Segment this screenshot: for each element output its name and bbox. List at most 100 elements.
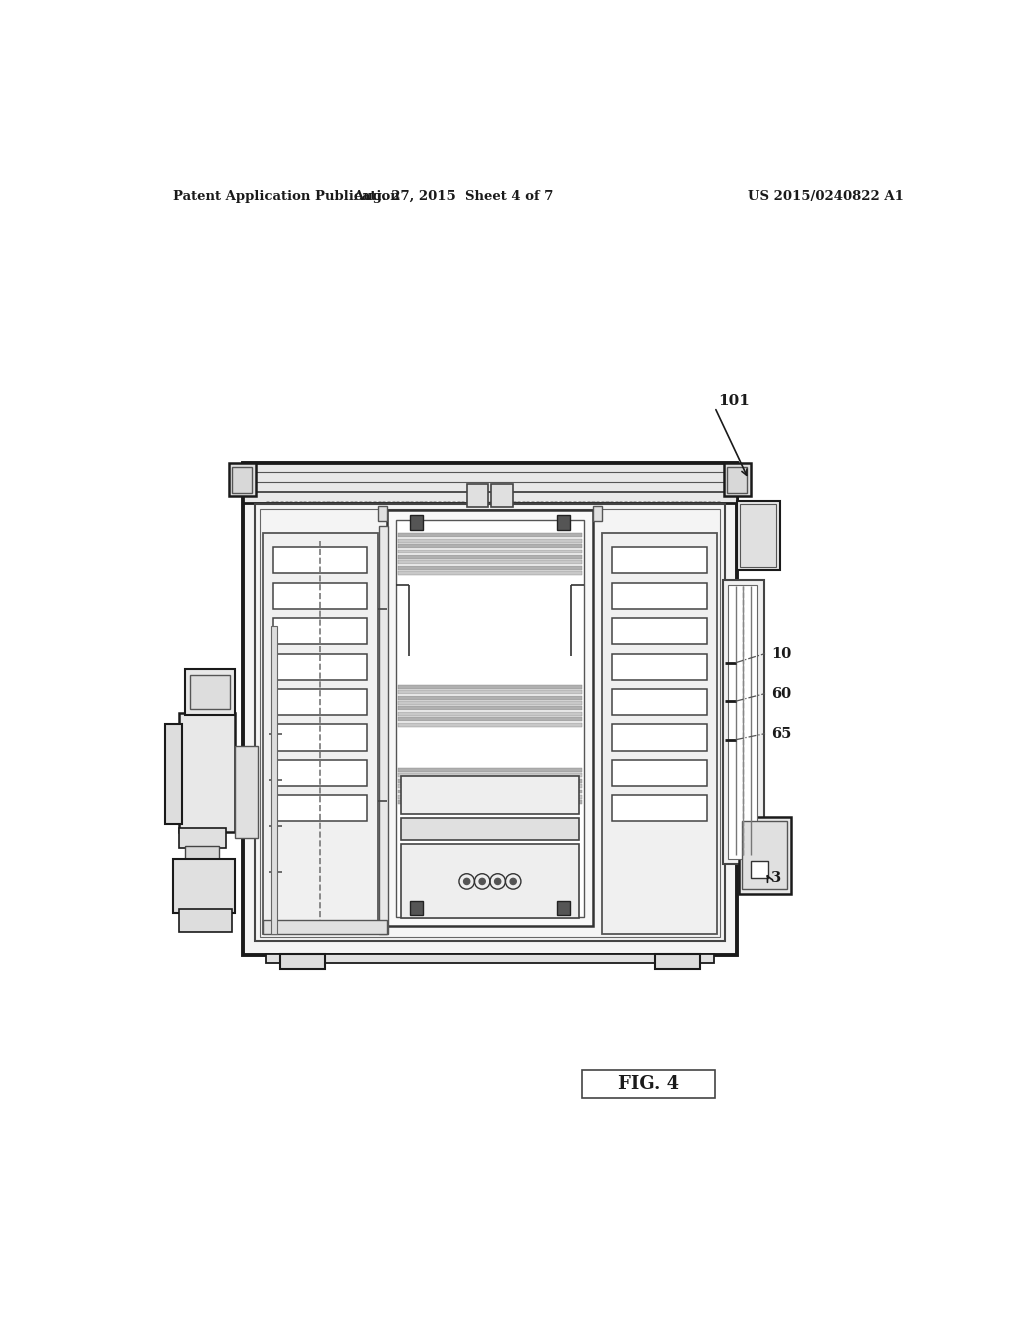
Text: 101: 101 bbox=[719, 393, 751, 408]
Bar bbox=[173, 859, 234, 913]
Bar bbox=[255, 504, 725, 941]
Bar bbox=[273, 548, 368, 573]
Bar bbox=[397, 690, 583, 694]
Bar bbox=[471, 781, 509, 808]
Bar bbox=[410, 515, 423, 531]
Bar bbox=[387, 511, 593, 927]
Bar bbox=[397, 560, 583, 564]
Text: 3: 3 bbox=[771, 871, 781, 886]
Bar bbox=[397, 711, 583, 715]
Bar bbox=[397, 789, 583, 793]
Bar bbox=[263, 533, 378, 933]
Text: 60: 60 bbox=[771, 686, 792, 701]
Bar bbox=[547, 801, 581, 834]
Bar bbox=[741, 821, 786, 890]
Bar bbox=[397, 539, 583, 543]
Bar bbox=[273, 725, 368, 751]
Bar bbox=[397, 779, 583, 783]
Bar bbox=[402, 883, 438, 915]
Bar bbox=[379, 525, 388, 933]
Bar bbox=[399, 801, 433, 834]
Bar bbox=[547, 718, 581, 751]
Circle shape bbox=[479, 878, 485, 884]
Bar bbox=[612, 760, 707, 785]
Bar bbox=[185, 846, 219, 863]
Bar bbox=[727, 467, 748, 494]
Bar bbox=[270, 626, 276, 933]
Bar bbox=[751, 862, 768, 878]
Bar bbox=[410, 902, 423, 915]
Bar bbox=[397, 717, 583, 721]
Bar bbox=[234, 746, 258, 838]
Bar bbox=[165, 725, 182, 825]
Text: 65: 65 bbox=[771, 726, 792, 741]
Bar bbox=[557, 902, 569, 915]
Bar bbox=[397, 784, 583, 788]
Bar bbox=[397, 554, 583, 558]
Bar bbox=[273, 582, 368, 609]
Bar bbox=[557, 515, 569, 531]
Bar bbox=[612, 582, 707, 609]
Bar bbox=[273, 618, 368, 644]
Circle shape bbox=[464, 878, 470, 884]
Bar bbox=[273, 760, 368, 785]
Bar bbox=[228, 462, 256, 496]
Bar bbox=[397, 544, 583, 548]
Bar bbox=[535, 779, 573, 812]
Bar bbox=[400, 776, 579, 814]
Bar bbox=[602, 533, 717, 933]
Bar bbox=[397, 685, 583, 689]
Bar bbox=[737, 502, 779, 570]
Text: FIG. 4: FIG. 4 bbox=[618, 1074, 679, 1093]
Bar bbox=[612, 653, 707, 680]
Bar bbox=[397, 706, 583, 710]
Bar bbox=[231, 467, 252, 494]
Bar bbox=[399, 635, 433, 668]
Bar bbox=[179, 909, 231, 932]
Bar bbox=[397, 549, 583, 553]
Bar bbox=[407, 779, 445, 812]
Bar bbox=[399, 718, 433, 751]
Text: 10: 10 bbox=[771, 647, 792, 660]
Bar bbox=[190, 675, 230, 709]
Bar bbox=[273, 653, 368, 680]
Bar bbox=[724, 462, 751, 496]
Circle shape bbox=[495, 878, 501, 884]
Bar bbox=[612, 618, 707, 644]
Bar bbox=[728, 585, 758, 859]
Bar bbox=[542, 883, 578, 915]
Text: Patent Application Publication: Patent Application Publication bbox=[173, 190, 399, 203]
Bar bbox=[612, 725, 707, 751]
Bar bbox=[273, 689, 368, 715]
Bar bbox=[378, 506, 387, 521]
Bar bbox=[397, 774, 583, 777]
Bar bbox=[400, 843, 579, 919]
Bar bbox=[266, 954, 714, 964]
Bar bbox=[243, 462, 737, 503]
Bar bbox=[547, 544, 581, 578]
Bar bbox=[397, 701, 583, 705]
Bar bbox=[400, 818, 579, 840]
Bar bbox=[740, 504, 776, 568]
Bar bbox=[655, 954, 700, 969]
Bar bbox=[263, 920, 387, 933]
Bar bbox=[397, 800, 583, 804]
Bar bbox=[280, 954, 325, 969]
Bar bbox=[260, 508, 720, 937]
Bar bbox=[738, 817, 792, 894]
Bar bbox=[583, 1071, 716, 1098]
Bar bbox=[397, 572, 583, 576]
Bar bbox=[547, 635, 581, 668]
Bar bbox=[273, 795, 368, 821]
Bar bbox=[397, 696, 583, 700]
Bar bbox=[397, 533, 583, 537]
Bar bbox=[492, 484, 513, 507]
Bar bbox=[179, 829, 225, 847]
Bar bbox=[243, 462, 737, 956]
Bar bbox=[397, 795, 583, 799]
Bar bbox=[184, 669, 234, 715]
Bar bbox=[179, 713, 234, 832]
Bar bbox=[397, 566, 583, 570]
Bar bbox=[723, 579, 764, 865]
Bar bbox=[397, 768, 583, 772]
